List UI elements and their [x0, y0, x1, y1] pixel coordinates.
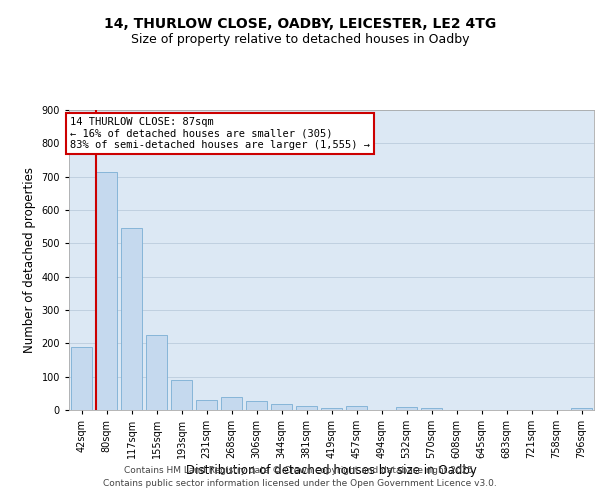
Bar: [321, 408, 342, 410]
Bar: [571, 408, 592, 410]
Bar: [71, 346, 92, 410]
Bar: [171, 380, 192, 410]
Text: Size of property relative to detached houses in Oadby: Size of property relative to detached ho…: [131, 32, 469, 46]
Bar: [221, 396, 242, 410]
Bar: [121, 228, 142, 410]
Bar: [271, 404, 292, 410]
Bar: [296, 406, 317, 410]
Bar: [396, 408, 417, 410]
Bar: [96, 172, 117, 410]
X-axis label: Distribution of detached houses by size in Oadby: Distribution of detached houses by size …: [186, 464, 477, 477]
Y-axis label: Number of detached properties: Number of detached properties: [23, 167, 36, 353]
Bar: [346, 406, 367, 410]
Text: 14, THURLOW CLOSE, OADBY, LEICESTER, LE2 4TG: 14, THURLOW CLOSE, OADBY, LEICESTER, LE2…: [104, 18, 496, 32]
Text: 14 THURLOW CLOSE: 87sqm
← 16% of detached houses are smaller (305)
83% of semi-d: 14 THURLOW CLOSE: 87sqm ← 16% of detache…: [70, 116, 370, 150]
Bar: [146, 335, 167, 410]
Bar: [196, 400, 217, 410]
Text: Contains HM Land Registry data © Crown copyright and database right 2025.
Contai: Contains HM Land Registry data © Crown c…: [103, 466, 497, 487]
Bar: [421, 408, 442, 410]
Bar: [246, 401, 267, 410]
